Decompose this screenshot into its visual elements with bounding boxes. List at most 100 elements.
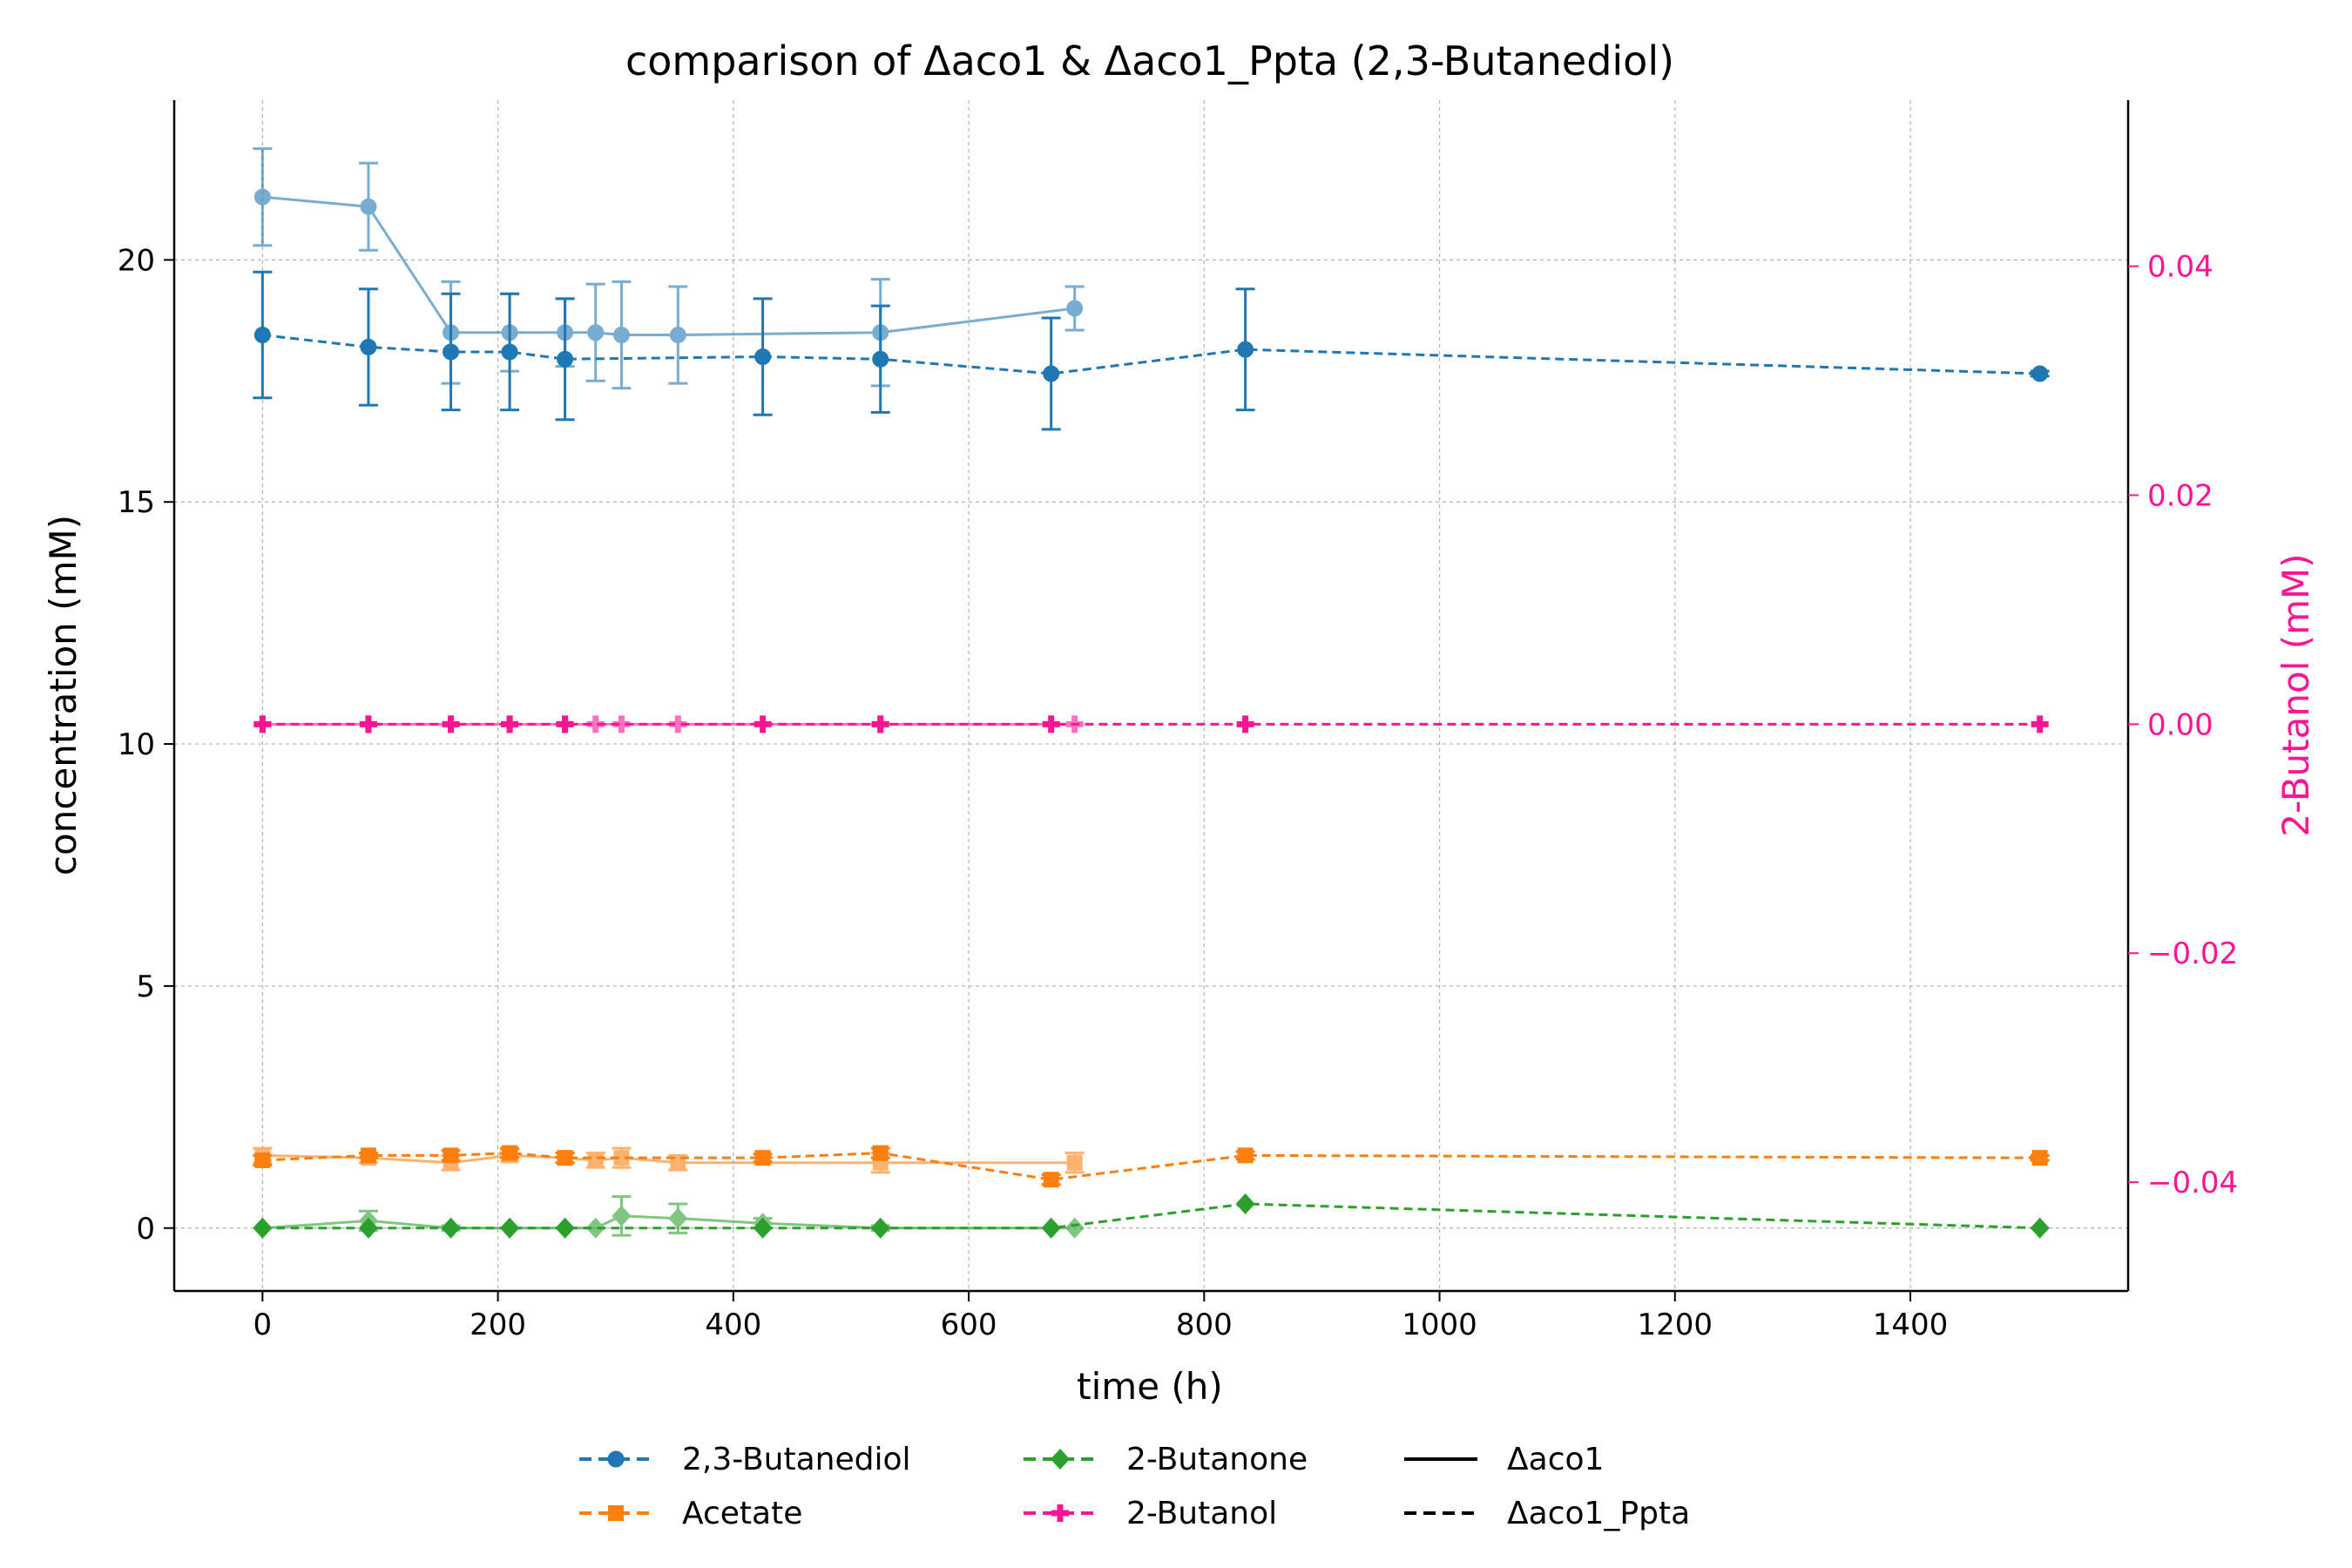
legend-label: 2-Butanol bbox=[1126, 1496, 1277, 1531]
data-point bbox=[669, 715, 687, 733]
legend-label: 2,3-Butanediol bbox=[682, 1442, 911, 1477]
data-point bbox=[1066, 300, 1084, 317]
data-point bbox=[1043, 1172, 1059, 1188]
x-tick-label: 1000 bbox=[1402, 1308, 1477, 1342]
data-point bbox=[253, 715, 272, 733]
data-point bbox=[585, 1217, 605, 1239]
data-point bbox=[254, 1152, 271, 1168]
legend-item: 2,3-Butanediol bbox=[579, 1442, 911, 1477]
series-2-3-butanediol-ppta bbox=[253, 270, 2050, 431]
data-point bbox=[668, 1207, 688, 1229]
y-axis-label: concentration (mM) bbox=[42, 515, 84, 875]
data-point bbox=[754, 348, 772, 366]
grid bbox=[174, 100, 2128, 1291]
x-tick-label: 800 bbox=[1176, 1308, 1233, 1342]
series-line bbox=[262, 195, 1075, 337]
x-axis-label: time (h) bbox=[1077, 1365, 1223, 1408]
series-line bbox=[262, 334, 2040, 375]
x-tick-label: 1400 bbox=[1873, 1308, 1949, 1342]
plus-bar-v bbox=[592, 715, 599, 733]
legend-marker bbox=[607, 1450, 625, 1468]
data-point bbox=[754, 1150, 771, 1166]
data-point bbox=[359, 715, 377, 733]
data-point bbox=[500, 1217, 520, 1239]
x-tick-label: 400 bbox=[705, 1308, 761, 1342]
y-tick-label: 0 bbox=[136, 1212, 155, 1247]
data-point bbox=[669, 327, 686, 344]
series-line bbox=[262, 1153, 1075, 1165]
data-point bbox=[443, 1147, 459, 1164]
plus-bar-v bbox=[877, 715, 884, 733]
plus-bar-v bbox=[1048, 715, 1055, 733]
series-2-butanone-ppta bbox=[253, 1193, 2050, 1239]
y2-tick-label: 0.00 bbox=[2147, 707, 2213, 742]
data-point bbox=[872, 350, 889, 368]
y-tick-label: 15 bbox=[118, 485, 155, 520]
data-point bbox=[2030, 1217, 2050, 1239]
data-point bbox=[2031, 715, 2049, 733]
x-tick-label: 0 bbox=[253, 1308, 273, 1342]
x-tick-label: 1200 bbox=[1638, 1308, 1713, 1342]
plus-bar-v bbox=[506, 715, 513, 733]
data-point bbox=[613, 1150, 630, 1166]
series-2-butanol-ppta bbox=[253, 715, 2049, 733]
plus-bar-v bbox=[365, 715, 372, 733]
legend: 2,3-Butanediol Acetate 2-Butanone 2-Butanol… bbox=[579, 1442, 1690, 1531]
legend-marker bbox=[1051, 1504, 1069, 1522]
axes: 0 200 400 600 800 1000 1200 1400 0 5 10 15 20 −0.04 −0… bbox=[118, 100, 2238, 1342]
data-point bbox=[501, 715, 519, 733]
y2-tick-label: 0.02 bbox=[2147, 478, 2213, 513]
y-tick-label: 20 bbox=[118, 243, 155, 278]
data-point bbox=[2031, 365, 2049, 382]
plus-bar-v bbox=[1057, 1504, 1064, 1522]
legend-marker bbox=[1051, 1449, 1070, 1470]
data-point bbox=[1237, 1147, 1254, 1164]
legend-item: 2-Butanol bbox=[1024, 1496, 1277, 1531]
legend-label: Δaco1_Ppta bbox=[1507, 1496, 1690, 1531]
data-point bbox=[557, 350, 574, 368]
data-point bbox=[253, 1217, 273, 1239]
data-point bbox=[1041, 1217, 1061, 1239]
data-point bbox=[253, 188, 271, 206]
y2-tick-label: 0.04 bbox=[2147, 250, 2213, 285]
plus-bar-v bbox=[760, 715, 767, 733]
y2-axis-label: 2-Butanol (mM) bbox=[2274, 553, 2317, 836]
legend-marker bbox=[608, 1505, 624, 1521]
legend-item: 2-Butanone bbox=[1024, 1442, 1308, 1477]
data-point bbox=[870, 1217, 890, 1239]
x-tick-label: 600 bbox=[941, 1308, 997, 1342]
x-tick-label: 200 bbox=[470, 1308, 526, 1342]
y2-tick-label: −0.02 bbox=[2147, 936, 2238, 971]
plus-bar-v bbox=[2037, 715, 2044, 733]
data-point bbox=[612, 1205, 632, 1227]
data-point bbox=[253, 327, 271, 344]
plus-bar-v bbox=[674, 715, 681, 733]
data-point bbox=[360, 338, 377, 355]
data-point bbox=[360, 1147, 376, 1164]
data-point bbox=[557, 1150, 573, 1166]
data-point bbox=[1042, 715, 1060, 733]
data-point bbox=[1236, 715, 1254, 733]
y2-tick-label: −0.04 bbox=[2147, 1166, 2238, 1200]
legend-label: Acetate bbox=[682, 1496, 802, 1531]
legend-item: Δaco1 bbox=[1404, 1442, 1604, 1477]
data-point bbox=[753, 1217, 773, 1239]
y-tick-label: 10 bbox=[118, 727, 155, 762]
legend-item: Δaco1_Ppta bbox=[1404, 1496, 1690, 1531]
series-line bbox=[262, 1202, 2040, 1230]
data-point bbox=[872, 1145, 889, 1161]
plus-bar-v bbox=[562, 715, 569, 733]
data-point bbox=[754, 715, 772, 733]
data-point bbox=[587, 1152, 604, 1168]
data-point bbox=[587, 324, 605, 341]
data-point bbox=[360, 198, 377, 215]
series-line bbox=[262, 1152, 2040, 1181]
data-point bbox=[1064, 1217, 1085, 1239]
data-point bbox=[556, 715, 574, 733]
plus-bar-v bbox=[259, 715, 266, 733]
data-point bbox=[612, 715, 631, 733]
plus-bar-v bbox=[1242, 715, 1249, 733]
plus-bar-v bbox=[618, 715, 625, 733]
